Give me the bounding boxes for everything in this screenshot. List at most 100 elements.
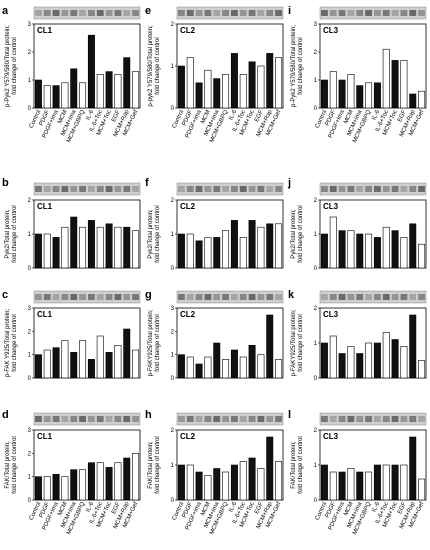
blot-band <box>222 294 229 300</box>
blot-band <box>231 186 238 192</box>
bar <box>400 60 408 109</box>
bar <box>204 237 212 269</box>
panel-letter: e <box>145 5 151 17</box>
blot-band <box>356 186 364 192</box>
x-tick-label: MCM <box>200 109 211 125</box>
bar <box>239 461 247 501</box>
blot-band <box>248 294 256 300</box>
bar <box>177 354 185 379</box>
blot-band <box>409 186 417 192</box>
blot-band <box>275 10 282 16</box>
bar <box>186 233 194 269</box>
y-axis-label: fold change of control <box>298 436 304 493</box>
bar <box>382 226 390 269</box>
y-axis-label: fold change of control <box>12 37 18 94</box>
y-tick-label: 0 <box>28 106 32 112</box>
blot-band <box>275 186 282 192</box>
bar <box>87 220 95 269</box>
bar <box>418 360 426 379</box>
blot-band <box>266 416 274 422</box>
y-axis-label: fold change of control <box>12 314 18 371</box>
bar <box>177 464 185 501</box>
blot-band <box>105 10 113 16</box>
blot-band <box>418 186 425 192</box>
y-tick-label: 1 <box>171 232 175 238</box>
blot-band <box>35 294 42 300</box>
blot-band <box>213 10 221 16</box>
blot-band <box>35 10 42 16</box>
blot-band <box>257 294 265 300</box>
bar <box>79 226 87 269</box>
cell-line: CL2 <box>180 432 196 441</box>
bar <box>70 68 78 109</box>
blot-band <box>132 416 139 422</box>
bar <box>230 220 238 269</box>
y-tick-label: 1 <box>28 78 32 84</box>
bar <box>177 233 185 269</box>
blot-band <box>418 416 425 422</box>
blot-band <box>374 416 381 422</box>
blot-band <box>79 294 86 300</box>
y-axis-label: p-FAK Y925/Total protein; <box>5 309 11 378</box>
bar <box>239 237 247 269</box>
bar <box>61 226 69 269</box>
blot-band <box>186 416 194 422</box>
blot-band <box>79 10 86 16</box>
blot-band <box>321 294 328 300</box>
blot-band <box>266 10 274 16</box>
y-axis-label: FAK/Total protein; <box>5 441 11 489</box>
bar <box>230 349 238 379</box>
blot-band <box>365 186 372 192</box>
bar <box>391 230 399 269</box>
blot-band <box>400 416 408 422</box>
bar <box>356 353 364 379</box>
blot-band <box>248 186 256 192</box>
blot-band <box>114 186 122 192</box>
bar <box>400 464 408 501</box>
blot-band <box>257 186 265 192</box>
blot-band <box>231 416 238 422</box>
y-tick-label: 3 <box>28 306 32 312</box>
blot-band <box>43 10 51 16</box>
x-tick-label: EGF <box>254 501 265 515</box>
blot-band <box>96 10 104 16</box>
y-tick-label: 1 <box>28 232 32 238</box>
blot-band <box>400 294 408 300</box>
y-axis-label: fold change of control <box>155 37 161 94</box>
blot-band <box>329 10 337 16</box>
bar <box>365 342 373 379</box>
bar <box>275 223 283 269</box>
bar <box>43 349 51 379</box>
panel-letter: j <box>287 177 291 189</box>
bar <box>266 436 274 501</box>
bar <box>114 345 122 379</box>
bar <box>34 79 42 109</box>
y-tick-label: 0 <box>28 376 32 382</box>
bar <box>320 79 328 109</box>
blot-band <box>338 10 346 16</box>
panel-letter: g <box>145 289 152 301</box>
blot-band <box>178 416 185 422</box>
x-tick-label: IL-6 <box>371 501 381 514</box>
cell-line: CL3 <box>323 432 339 441</box>
blot-band <box>213 416 221 422</box>
bar <box>338 353 346 379</box>
bar <box>320 464 328 501</box>
cell-line: CL1 <box>37 310 53 319</box>
bar <box>87 359 95 379</box>
blot-band <box>239 10 247 16</box>
bar <box>347 468 355 501</box>
bar <box>347 230 355 269</box>
blot-band <box>61 416 69 422</box>
blot-band <box>347 186 355 192</box>
bar <box>70 352 78 379</box>
y-axis-label: p-FAKY925/Total protein; <box>148 309 154 376</box>
bar <box>356 471 364 501</box>
blot <box>33 290 141 304</box>
bar <box>213 237 221 269</box>
bar <box>96 74 104 109</box>
bar <box>373 464 381 501</box>
y-axis-label: fold change of control <box>298 37 304 94</box>
blot-band <box>70 294 78 300</box>
cell-line: CL3 <box>323 310 339 319</box>
